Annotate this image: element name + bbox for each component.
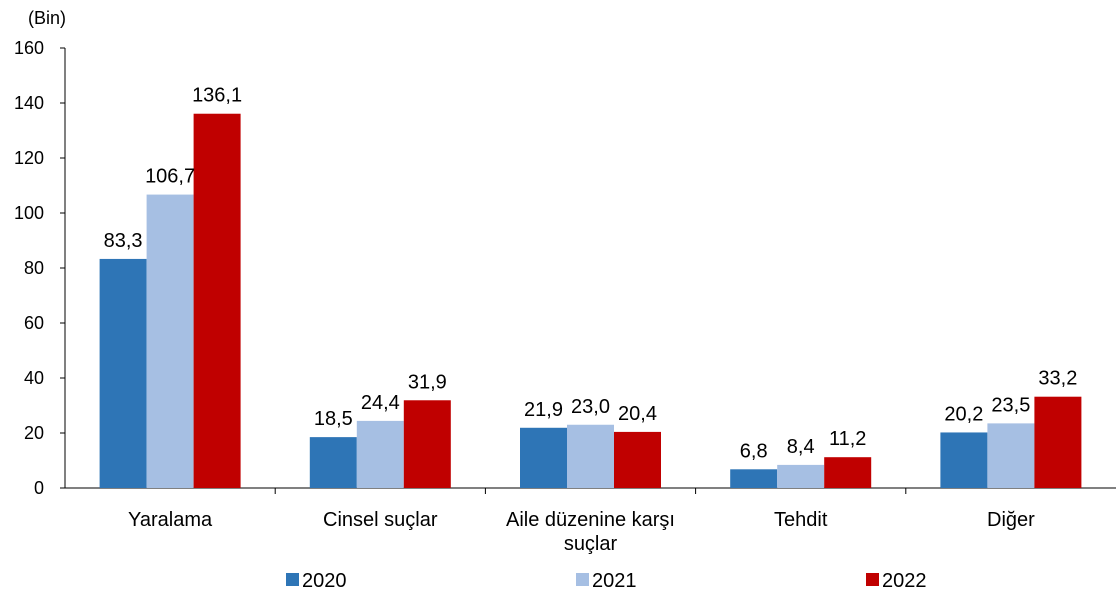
bar-2022 [403,400,451,488]
category-labels: Yaralama Cinsel suçlar Aile düzenine karşı… [128,509,1035,555]
bar-2021 [777,464,825,488]
bar-2022 [193,113,241,488]
y-tick-label: 100 [14,203,44,223]
legend-label: 2022 [882,570,927,592]
y-tick-label: 160 [14,38,44,58]
bar-2021 [987,423,1035,488]
legend-label: 2020 [302,570,347,592]
y-tick-label: 20 [24,423,44,443]
value-labels: 83,3 106,7 136,1 18,5 24,4 31,9 21,9 23,0 20,4 6,… [104,85,1078,463]
bar-2021 [356,420,404,488]
bar-2021 [567,424,614,488]
x-category-label: Tehdit [774,509,828,531]
bars [99,113,1082,488]
data-label: 106,7 [145,166,195,188]
data-label: 33,2 [1038,368,1077,390]
legend-swatch-2020 [286,573,299,586]
data-label: 24,4 [361,392,400,414]
data-label: 136,1 [192,85,242,107]
x-category-label: Cinsel suçlar [323,509,438,531]
data-label: 11,2 [829,428,866,450]
y-tick-label: 0 [34,478,44,498]
legend: 2020 2021 2022 [286,570,927,592]
data-label: 6,8 [740,440,768,462]
data-label: 18,5 [314,408,353,430]
x-category-label: Yaralama [128,509,213,531]
legend-swatch-2021 [576,573,589,586]
y-axis: 0 20 40 60 80 100 120 140 160 [14,38,66,498]
data-label: 8,4 [787,436,815,458]
y-axis-unit-label: (Bin) [28,8,66,28]
data-label: 20,4 [618,403,657,425]
data-label: 21,9 [524,399,563,421]
y-tick-label: 140 [14,93,44,113]
data-label: 31,9 [408,371,447,393]
bar-2020 [520,427,567,488]
bar-2020 [309,437,357,488]
legend-label: 2021 [592,570,637,592]
bar-2022 [824,457,872,488]
data-label: 20,2 [944,403,983,425]
y-tick-label: 40 [24,368,44,388]
bar-2020 [730,469,778,488]
x-axis [65,487,1116,494]
legend-swatch-2022 [866,573,879,586]
y-tick-label: 60 [24,313,44,333]
y-tick-label: 120 [14,148,44,168]
bar-2020 [940,432,988,488]
bar-2022 [1034,396,1082,488]
bar-2022 [614,431,661,488]
data-label: 23,0 [571,396,610,418]
y-tick-label: 80 [24,258,44,278]
data-label: 83,3 [104,230,143,252]
bar-2020 [99,258,147,488]
x-category-label: Aile düzenine karşı suçlar [506,509,675,555]
data-label: 23,5 [991,394,1030,416]
x-category-label: Diğer [987,509,1035,531]
bar-2021 [146,194,194,488]
